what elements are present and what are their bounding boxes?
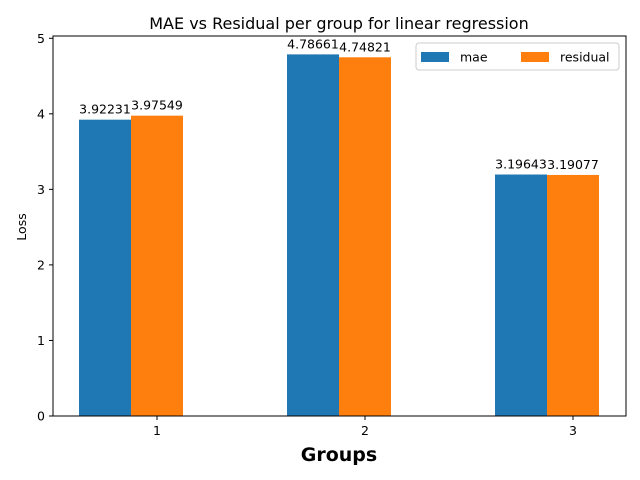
y-tick-label-5: 5 [37,31,45,46]
y-axis-label: Loss [14,213,29,240]
data-label-residual-1: 3.97549 [131,98,183,113]
legend-label-residual: residual [560,50,610,65]
bar-residual-1 [131,115,183,417]
legend-box [415,42,620,71]
data-label-mae-1: 3.92231 [79,102,131,117]
data-label-residual-3: 3.19077 [547,157,599,172]
chart-title: MAE vs Residual per group for linear reg… [149,14,528,33]
y-tick-label-2: 2 [37,257,45,272]
bar-residual-3 [547,174,599,416]
bar-mae-1 [79,119,131,416]
y-tick-label-3: 3 [37,182,45,197]
legend-swatch-mae [421,52,449,62]
data-label-residual-2: 4.74821 [339,39,391,54]
axes-frame [52,35,627,417]
y-tick-label-0: 0 [37,409,45,424]
bar-residual-2 [339,57,391,417]
legend-label-mae: mae [460,50,488,65]
x-tick-label-3: 3 [569,423,577,438]
bar-mae-3 [495,174,547,416]
legend: mae residual [415,42,620,71]
y-tick-label-4: 4 [37,106,45,121]
bar-mae-2 [287,54,339,416]
data-label-mae-3: 3.19643 [495,157,547,172]
x-axis-label: Groups [301,444,377,466]
legend-swatch-residual [521,52,549,62]
y-tick-label-1: 1 [37,333,45,348]
x-tick-label-1: 1 [153,423,161,438]
plot-area: 3.92231 4.78661 3.19643 3.97549 4.74821 3.190… [37,31,627,438]
data-label-mae-2: 4.78661 [287,36,339,51]
x-tick-label-2: 2 [361,423,369,438]
